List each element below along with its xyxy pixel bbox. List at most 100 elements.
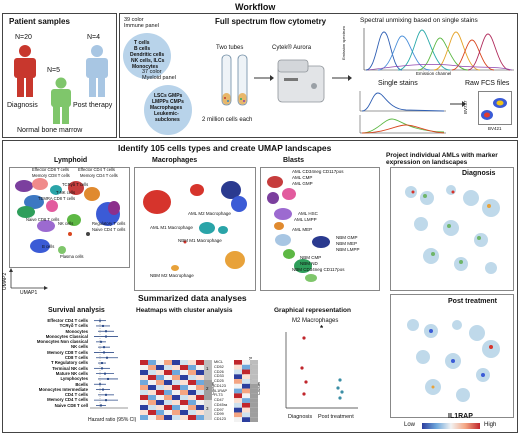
- heatmap-cluster-cell: [250, 379, 258, 384]
- heatmap-cell: [242, 412, 250, 418]
- heatmap-cell: [180, 395, 188, 400]
- heatmap-cell: [188, 375, 196, 380]
- heatmap-cell: [180, 405, 188, 410]
- lymphoid-umap: [9, 167, 130, 268]
- heatmap-column-labels-2: AML diagnosisAML Post treatmentCluster: [234, 316, 261, 395]
- heatmap-row-label: CD123: [214, 383, 226, 388]
- colorbar-low: Low: [404, 422, 416, 428]
- raw-fcs-plot: [478, 91, 512, 125]
- umap1-label: UMAP1: [20, 290, 38, 296]
- heatmap-cluster-cell: [204, 375, 212, 380]
- macro-label-3: NBM M2 Macrophage: [150, 273, 194, 278]
- heatmap-cell: [172, 360, 180, 365]
- patient-samples-title: Patient samples: [9, 17, 70, 26]
- heatmap-cell: [172, 370, 180, 375]
- instrument-label: Cytek® Aurora: [272, 45, 312, 51]
- heatmap-cluster-cell: [204, 410, 212, 415]
- heatmap-1: [140, 360, 212, 420]
- heatmap-cluster-cell: [204, 380, 212, 385]
- arrow-to-raw-files-icon: [450, 101, 466, 107]
- heatmap-cell: [148, 375, 156, 380]
- myeloid-item-2: Macrophages: [150, 105, 183, 111]
- heatmap-cluster-cell: [204, 400, 212, 405]
- heatmap-cell: [172, 365, 180, 370]
- nbm-count: N=5: [47, 67, 61, 74]
- heatmap-cell: [242, 360, 250, 365]
- blasts-label-10: NBM ND: [300, 261, 318, 266]
- forest-point: [105, 335, 107, 338]
- survival-row-label: Monocytes Intermediate: [38, 386, 88, 392]
- blasts-label-0: AML CD34neg CD117pos: [292, 169, 344, 174]
- heatmap-cell: [180, 400, 188, 405]
- heatmap-cell: [148, 370, 156, 375]
- blasts-label-5: AML MEP: [292, 227, 313, 232]
- heatmap-cluster-cell: [250, 402, 258, 408]
- myeloid-item-3: Leukemic-: [154, 111, 179, 117]
- immune-item-2: Dendritic cells: [130, 52, 165, 58]
- survival-row-label: Memory CD4 T cells: [47, 397, 88, 403]
- blasts-label-6: NBM GMP: [336, 235, 358, 240]
- blasts-label-9: NBM CMP: [300, 255, 322, 260]
- heatmap-cell: [148, 390, 156, 395]
- macro-label-1: AML M2 Macrophage: [188, 211, 231, 216]
- immune-item-4: Monocytes: [132, 64, 159, 70]
- heatmap-cell: [140, 365, 148, 370]
- blasts-label-4: AML LMPP: [294, 217, 317, 222]
- forest-point: [100, 340, 102, 343]
- heatmap-cell: [242, 402, 250, 408]
- heatmap-cell: [164, 415, 172, 420]
- heatmap-cell: [196, 375, 204, 380]
- survival-row-label: Mature NK cells: [55, 370, 88, 376]
- diagnosis-label: Diagnosis: [7, 102, 38, 109]
- heatmap-cell: [148, 415, 156, 420]
- heatmap-row-label: IL1RAP: [214, 388, 228, 393]
- myeloid-item-1: LMPPs CMPs: [152, 99, 184, 105]
- forest-point: [101, 367, 103, 370]
- heatmap-cell: [234, 374, 242, 380]
- lymphoid-label-9: Regulatory T cells: [92, 221, 126, 226]
- heatmap-cell: [164, 365, 172, 370]
- heatmap-cell: [196, 370, 204, 375]
- heatmap-cell: [156, 380, 164, 385]
- survival-row-label: NK cells: [71, 344, 88, 350]
- heatmap-cell: [148, 400, 156, 405]
- heatmap-row-label: CD123: [214, 417, 226, 422]
- heatmap-cell: [140, 395, 148, 400]
- heatmap-cell: [196, 410, 204, 415]
- heatmap-cell: [156, 390, 164, 395]
- survival-row-label: CD4 T cells: [64, 392, 88, 398]
- survival-row-label: Terminal NK cells: [52, 365, 88, 371]
- immune-panel-title: 39 color Immune panel: [124, 17, 159, 30]
- lymphoid-label-11: B cells: [42, 244, 55, 249]
- workflow-title: Workflow: [235, 2, 276, 12]
- forest-point: [104, 372, 106, 375]
- heatmap-cluster-cell: [204, 365, 212, 370]
- heatmap-cluster-label: 3: [206, 406, 209, 411]
- heatmap-row-labels-2: MICL CD52 CD26 CD33 CD25 CD123 IL1RAP FLT3 CD47 C…: [214, 360, 234, 422]
- heatmap-cell: [140, 410, 148, 415]
- dot-plot: [285, 332, 358, 409]
- heatmap-cluster-cell: [204, 405, 212, 410]
- heatmap-cell: [188, 390, 196, 395]
- heatmap-cell: [140, 405, 148, 410]
- heatmap-row-label: CD45ra: [214, 402, 228, 407]
- project-title: Project individual AMLs with marker expr…: [386, 152, 498, 167]
- heatmap-cell: [164, 370, 172, 375]
- blasts-label-2: AML GMP: [292, 181, 313, 186]
- heatmap-cell: [140, 370, 148, 375]
- umap2-label: UMAP2: [2, 272, 8, 290]
- lymphoid-label-5: Effector CD4 T cells: [78, 167, 116, 172]
- heatmap-cell: [164, 395, 172, 400]
- heatmap-cell: [242, 383, 250, 389]
- survival-row-label: Monocytes: [65, 328, 88, 334]
- heatmap-cell: [242, 398, 250, 403]
- lymphoid-label-2: TCRγδ T cells: [62, 182, 89, 187]
- identify-title: Identify 105 cells types and create UMAP…: [118, 143, 332, 153]
- heatmap-cell: [188, 385, 196, 390]
- heatmap-cell: [164, 410, 172, 415]
- flow-cytometry-title: Full spectrum flow cytometry: [215, 17, 327, 26]
- heatmap-row-label: CD47: [214, 398, 224, 403]
- heatmap-cell: [196, 415, 204, 420]
- heatmap-cell: [234, 369, 242, 375]
- heatmap-cell: [234, 398, 242, 403]
